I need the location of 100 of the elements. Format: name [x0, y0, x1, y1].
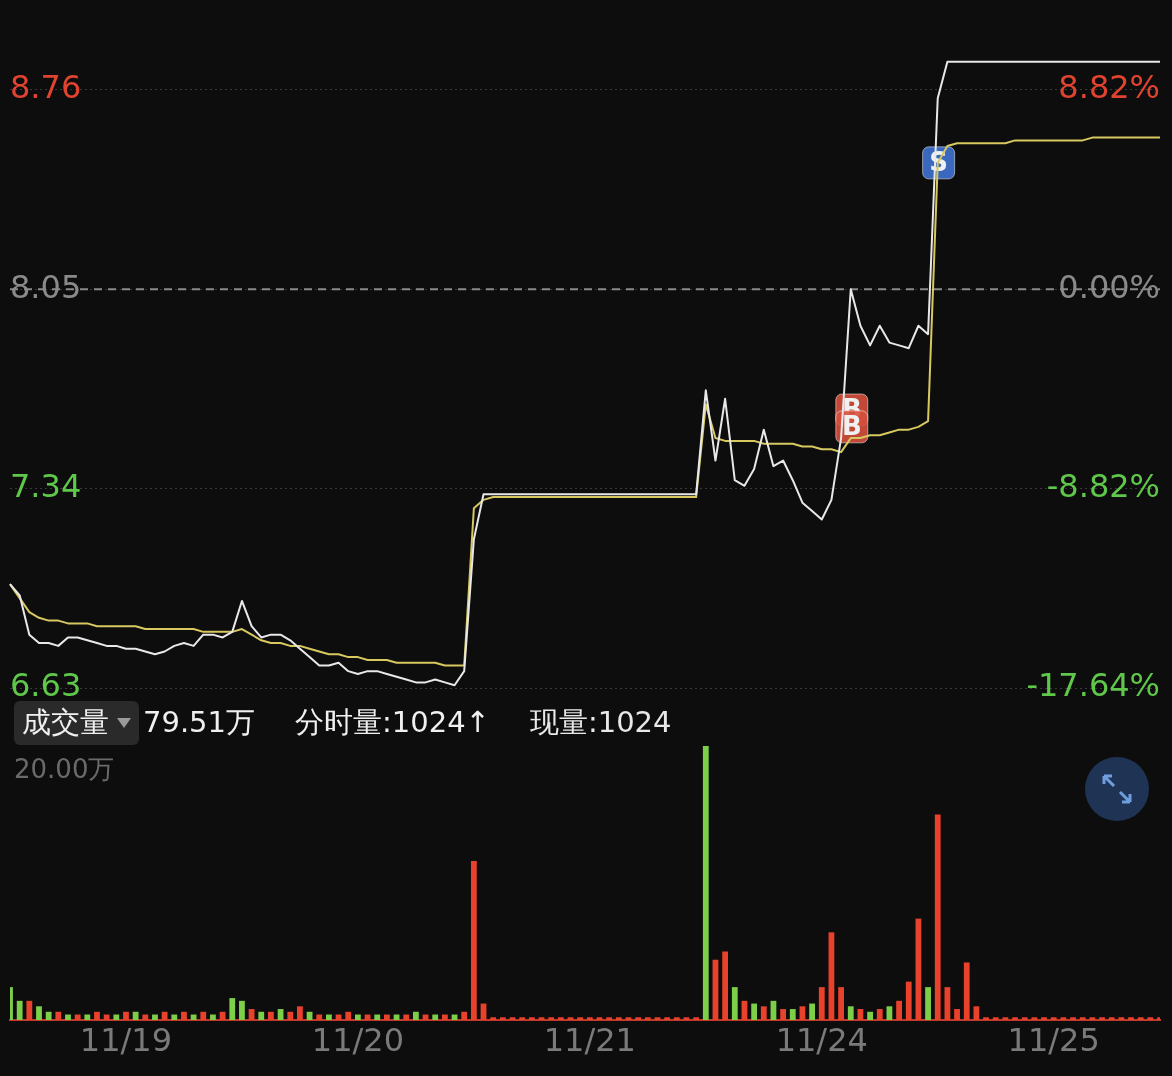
- bar: [635, 1017, 642, 1020]
- bar: [470, 861, 477, 1020]
- bar: [983, 1017, 989, 1020]
- bar: [509, 1017, 516, 1020]
- bar: [867, 1011, 873, 1020]
- bar: [596, 1017, 603, 1020]
- bar: [219, 1011, 226, 1020]
- bar: [760, 1006, 767, 1020]
- bar: [268, 1011, 274, 1020]
- bar: [838, 987, 844, 1020]
- bar: [934, 814, 941, 1020]
- bar: [809, 1003, 815, 1020]
- bar: [1012, 1017, 1018, 1020]
- bar: [403, 1014, 410, 1020]
- x-tick-label: 11/21: [543, 1020, 636, 1059]
- y-tick-label: 8.76: [10, 68, 82, 107]
- bar: [548, 1017, 555, 1020]
- x-tick-label: 11/24: [775, 1020, 868, 1059]
- bar: [258, 1011, 265, 1020]
- bar: [132, 1011, 139, 1020]
- bar: [896, 1000, 902, 1020]
- bar: [1021, 1017, 1028, 1020]
- bar: [490, 1017, 497, 1020]
- text: 现量:1024: [529, 704, 672, 741]
- bar: [16, 1000, 23, 1020]
- bar: [1050, 1017, 1057, 1020]
- bar: [200, 1011, 207, 1020]
- bar: [664, 1017, 671, 1020]
- bar: [789, 1009, 796, 1020]
- bar: [1079, 1017, 1086, 1020]
- bar: [693, 1017, 700, 1020]
- bar: [383, 1014, 390, 1020]
- bar: [567, 1017, 574, 1020]
- bar: [925, 987, 931, 1020]
- bar: [142, 1014, 149, 1020]
- bar: [1070, 1017, 1076, 1020]
- y2-tick-label: 0.00%: [1058, 267, 1160, 306]
- bar: [103, 1014, 110, 1020]
- bar: [297, 1006, 303, 1020]
- bar: [239, 1000, 245, 1020]
- bar: [113, 1014, 120, 1020]
- bar: [1099, 1017, 1105, 1020]
- bar: [287, 1011, 294, 1020]
- bar: [954, 1009, 960, 1020]
- bar: [847, 1006, 854, 1020]
- bar: [673, 1017, 680, 1020]
- bar: [36, 1006, 42, 1020]
- bar: [751, 1003, 758, 1020]
- bar: [1128, 1017, 1134, 1020]
- y2-tick-label: -17.64%: [1026, 666, 1160, 705]
- y2-tick-label: -8.82%: [1046, 466, 1160, 505]
- x-tick-label: 11/20: [311, 1020, 405, 1059]
- bar: [190, 1014, 197, 1020]
- bar: [229, 998, 236, 1020]
- bar: [1031, 1017, 1038, 1020]
- bar: [441, 1014, 448, 1020]
- bar: [992, 1017, 999, 1020]
- bar: [74, 1014, 81, 1020]
- bar: [316, 1014, 323, 1020]
- bar: [412, 1011, 419, 1020]
- bar: [152, 1014, 158, 1020]
- bar: [432, 1014, 439, 1020]
- bar: [1089, 1017, 1096, 1020]
- text: 79.51万: [143, 704, 256, 741]
- bar: [722, 951, 729, 1020]
- bar: [1118, 1017, 1125, 1020]
- bar: [557, 1017, 564, 1020]
- bar: [65, 1014, 71, 1020]
- bar: [1002, 1017, 1009, 1020]
- bar: [345, 1011, 352, 1020]
- y-tick-label: 7.34: [10, 466, 82, 505]
- bar: [94, 1011, 100, 1020]
- bar: [876, 1009, 883, 1020]
- bar: [161, 1011, 168, 1020]
- bar: [1137, 1017, 1144, 1020]
- bar: [1060, 1017, 1067, 1020]
- bar: [606, 1017, 613, 1020]
- bar: [963, 962, 970, 1020]
- bar: [683, 1017, 690, 1020]
- bar: [538, 1017, 545, 1020]
- bar: [355, 1014, 361, 1020]
- y-tick-label: 6.63: [10, 666, 82, 705]
- bar: [1041, 1017, 1047, 1020]
- bar: [461, 1011, 468, 1020]
- y2-tick-label: 8.82%: [1058, 68, 1160, 107]
- annotation: 20.00万: [14, 753, 115, 786]
- y-tick-label: 8.05: [10, 267, 82, 306]
- bar: [615, 1017, 622, 1020]
- bar: [731, 987, 738, 1020]
- text: 分时量:1024↑: [295, 704, 490, 741]
- bar: [519, 1017, 526, 1020]
- bar: [973, 1006, 980, 1020]
- bar: [1108, 1017, 1115, 1020]
- bar: [702, 746, 709, 1020]
- bar: [499, 1017, 506, 1020]
- bar: [123, 1011, 129, 1020]
- bar: [326, 1014, 332, 1020]
- bar: [818, 987, 825, 1020]
- bar: [55, 1011, 62, 1020]
- bar: [84, 1014, 91, 1020]
